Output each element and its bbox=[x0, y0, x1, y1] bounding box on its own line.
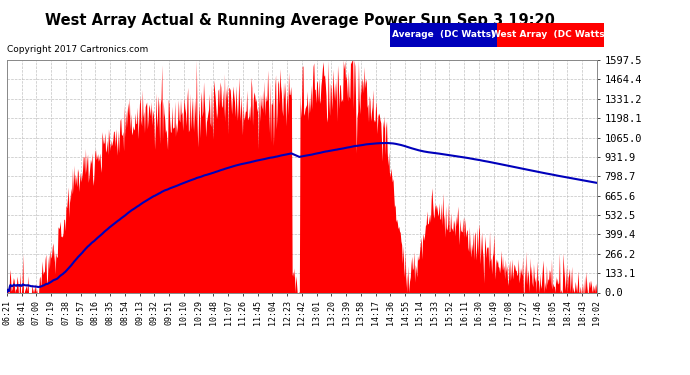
Text: Average  (DC Watts): Average (DC Watts) bbox=[392, 30, 495, 39]
Text: West Array Actual & Running Average Power Sun Sep 3 19:20: West Array Actual & Running Average Powe… bbox=[46, 13, 555, 28]
Text: West Array  (DC Watts): West Array (DC Watts) bbox=[491, 30, 609, 39]
Text: Copyright 2017 Cartronics.com: Copyright 2017 Cartronics.com bbox=[7, 45, 148, 54]
